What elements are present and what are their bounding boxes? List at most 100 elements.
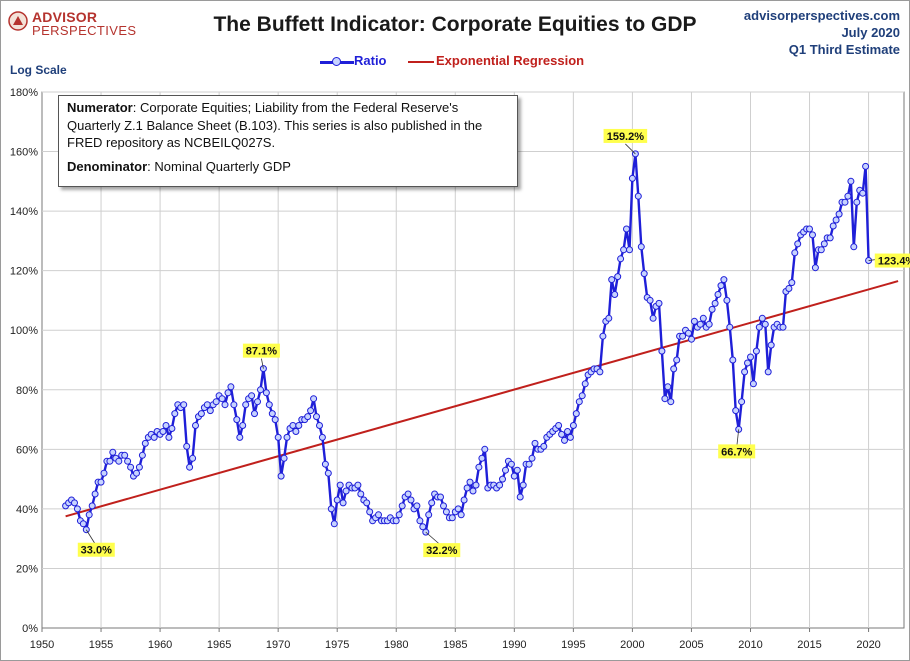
ratio-point [841,198,849,206]
ratio-point [699,314,707,322]
ratio-point [304,413,312,421]
ratio-point [392,517,400,525]
ratio-point [271,416,279,424]
ratio-point [510,472,518,480]
ratio-point [419,523,427,531]
ratio-point [531,439,539,447]
ratio-point [313,413,320,421]
ratio-point [73,505,81,513]
ratio-point [227,383,235,391]
ratio-point [165,433,173,441]
ratio-point [555,422,563,429]
numerator-note: Numerator: Corporate Equities; Liability… [59,96,517,152]
legend-ratio-label: Ratio [354,53,387,68]
ratio-point [516,493,524,501]
callout-box [242,343,280,358]
ratio-point [292,428,300,435]
ratio-point [159,428,167,435]
ratio-point [428,499,436,507]
source-note-box: Numerator: Corporate Equities; Liability… [58,95,518,187]
callout-label: 159.2% [607,131,645,143]
x-tick-label: 1965 [207,639,231,651]
ratio-point [460,496,468,504]
ratio-point [670,365,678,373]
ratio-point [705,320,713,328]
regression-line [65,280,899,518]
ratio-point [375,511,382,519]
ratio-point [862,162,870,170]
ratio-point [726,323,734,331]
ratio-point [289,422,297,429]
source-site: advisorperspectives.com [743,8,900,23]
ratio-point [634,192,642,200]
ratio-point [599,332,607,340]
x-tick-label: 1985 [443,639,467,651]
ratio-point [357,490,365,498]
ratio-point [749,380,757,388]
y-tick-label: 40% [16,504,38,516]
ratio-point [274,433,282,441]
y-tick-label: 180% [10,87,38,99]
ratio-point [513,466,521,474]
ratio-point [183,442,191,450]
ratio-point [236,433,244,441]
ratio-point [398,502,406,510]
ratio-point [723,296,731,304]
ratio-point [496,481,504,489]
ratio-point [519,481,527,489]
ratio-point [859,189,867,197]
ratio-point [558,430,566,438]
ratio-point [847,177,855,185]
ratio-point [791,249,799,257]
ratio-point [850,243,858,251]
ratio-point [628,174,636,182]
ratio-point [575,398,583,406]
source-info: advisorperspectives.com July 2020 Q1 Thi… [744,7,900,58]
ratio-point [744,359,751,367]
ratio-point [413,502,421,510]
callout-box [77,542,115,557]
ratio-point [620,246,628,254]
ratio-point [197,410,205,418]
x-tick-label: 1970 [266,639,290,651]
log-scale-note: Log Scale [10,63,67,77]
ratio-point [268,410,276,418]
ratio-point [454,505,462,513]
ratio-point [82,526,90,534]
y-tick-label: 60% [16,444,38,456]
ratio-point [569,422,577,429]
ratio-point [811,264,819,272]
ratio-point [168,425,176,432]
y-tick-label: 160% [10,147,38,159]
ratio-point [327,505,335,513]
ratio-point [499,475,506,483]
ratio-point [189,454,197,462]
logo-emblem-icon [8,11,28,31]
ratio-point [673,356,681,364]
ratio-point [640,270,648,278]
ratio-point [366,508,374,516]
ratio-point [696,320,704,328]
logo-text-primary: ADVISOR [32,9,98,25]
ratio-point [466,478,474,486]
callout-box [603,128,648,143]
x-tick-label: 1975 [325,639,349,651]
ratio-point [764,368,772,376]
ratio-point [608,276,616,284]
y-tick-label: 140% [10,206,38,218]
ratio-point [767,341,775,349]
denominator-note: Denominator: Nominal Quarterly GDP [59,152,517,176]
ratio-point [711,299,719,307]
ratio-point [758,314,766,322]
logo-text-secondary: PERSPECTIVES [32,23,137,38]
callout-leader [261,358,264,369]
ratio-point [115,457,123,465]
ratio-point [714,291,722,298]
x-tick-label: 1955 [89,639,113,651]
ratio-point [761,320,769,328]
callout-label: 123.4% [878,256,910,268]
ratio-point [171,410,179,418]
ratio-point [732,407,740,415]
ratio-point [106,457,114,465]
callout-label: 32.2% [426,545,457,557]
